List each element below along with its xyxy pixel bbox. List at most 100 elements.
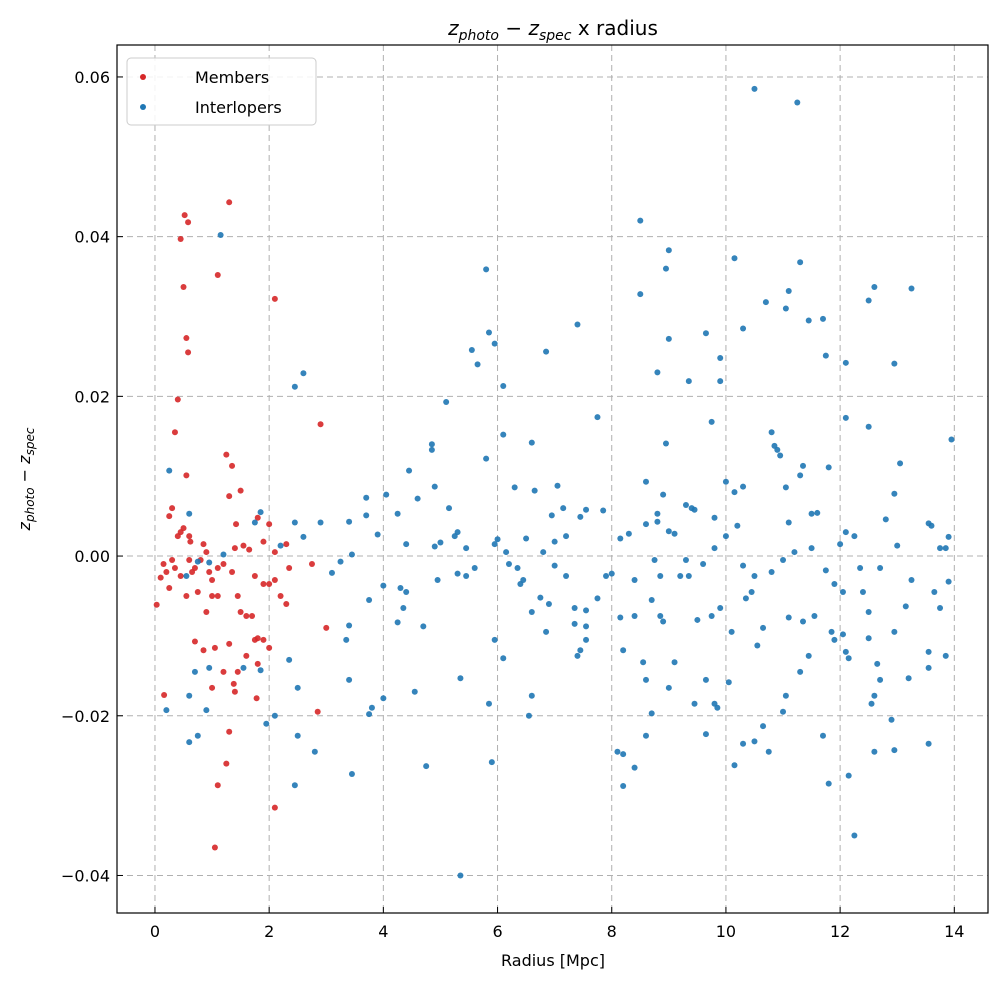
member-point: [220, 561, 227, 568]
member-point: [234, 592, 241, 599]
interloper-point: [600, 507, 607, 514]
y-axis-label: zphoto − zspec: [15, 427, 37, 531]
data-points: [153, 85, 955, 879]
interloper-point: [740, 562, 747, 569]
interloper-point: [702, 330, 709, 337]
member-point: [220, 668, 227, 675]
interloper-point: [794, 99, 801, 106]
interloper-point: [540, 549, 547, 556]
interloper-point: [768, 429, 775, 436]
title-var2: z: [527, 16, 539, 40]
member-point: [211, 844, 218, 851]
interloper-point: [780, 557, 787, 564]
interloper-point: [637, 291, 644, 298]
interloper-point: [523, 535, 530, 542]
interloper-point: [277, 542, 284, 549]
interloper-point: [942, 545, 949, 552]
member-point: [209, 592, 216, 599]
interloper-point: [531, 487, 538, 494]
interloper-point: [186, 510, 193, 517]
interloper-point: [857, 565, 864, 572]
interloper-point: [785, 614, 792, 621]
interloper-point: [740, 740, 747, 747]
member-point: [229, 462, 236, 469]
interloper-point: [485, 700, 492, 707]
interloper-point: [797, 259, 804, 266]
interloper-point: [811, 612, 818, 619]
interloper-point: [754, 642, 761, 649]
interloper-point: [734, 522, 741, 529]
interloper-point: [346, 518, 353, 525]
member-point: [209, 684, 216, 691]
interloper-point: [831, 636, 838, 643]
interloper-point: [819, 315, 826, 322]
interloper-point: [665, 528, 672, 535]
interloper-point: [908, 285, 915, 292]
interloper-point: [825, 464, 832, 471]
interloper-point: [785, 287, 792, 294]
interloper-point: [374, 531, 381, 538]
interloper-point: [722, 478, 729, 485]
x-tick-label: 6: [492, 922, 502, 941]
interloper-point: [431, 483, 438, 490]
y-tick-label: 0.00: [74, 547, 110, 566]
interloper-point: [257, 667, 264, 674]
member-point: [211, 644, 218, 651]
interloper-point: [748, 588, 755, 595]
interloper-point: [625, 530, 632, 537]
interloper-point: [797, 668, 804, 675]
interloper-point: [317, 519, 324, 526]
interloper-point: [717, 355, 724, 362]
member-point: [214, 271, 221, 278]
interloper-point: [491, 636, 498, 643]
x-tick-label: 4: [378, 922, 388, 941]
interloper-point: [714, 704, 721, 711]
interloper-point: [871, 692, 878, 699]
member-point: [200, 541, 207, 548]
interloper-point: [206, 664, 213, 671]
interloper-point: [842, 648, 849, 655]
member-point: [161, 692, 168, 699]
interloper-point: [822, 567, 829, 574]
interloper-point: [859, 588, 866, 595]
interloper-point: [657, 573, 664, 580]
member-point: [243, 612, 250, 619]
ylabel-sub2: spec: [23, 427, 37, 455]
interloper-point: [717, 604, 724, 611]
interloper-point: [654, 369, 661, 376]
member-point: [163, 569, 170, 576]
member-point: [174, 396, 181, 403]
interloper-point: [603, 573, 610, 580]
interloper-point: [451, 533, 458, 540]
interloper-point: [294, 684, 301, 691]
interloper-point: [574, 321, 581, 328]
interloper-point: [468, 347, 475, 354]
member-point: [233, 521, 240, 528]
interloper-point: [805, 652, 812, 659]
member-point: [160, 561, 167, 568]
interloper-point: [685, 573, 692, 580]
interloper-point: [577, 647, 584, 654]
interloper-point: [631, 577, 638, 584]
interloper-point: [328, 569, 335, 576]
interloper-point: [443, 398, 450, 405]
interloper-point: [577, 513, 584, 520]
interloper-point: [543, 628, 550, 635]
x-tick-label: 0: [150, 922, 160, 941]
interloper-point: [366, 711, 373, 718]
interloper-point: [474, 361, 481, 368]
interloper-point: [782, 692, 789, 699]
interloper-point: [348, 551, 355, 558]
interloper-point: [845, 772, 852, 779]
interloper-point: [648, 710, 655, 717]
interloper-point: [514, 565, 521, 572]
interloper-point: [660, 491, 667, 498]
interloper-point: [948, 436, 955, 443]
interloper-point: [397, 584, 404, 591]
member-point: [237, 608, 244, 615]
interloper-point: [751, 85, 758, 92]
interloper-point: [206, 559, 213, 566]
member-point: [226, 728, 233, 735]
interloper-point: [774, 446, 781, 453]
interloper-point: [871, 748, 878, 755]
